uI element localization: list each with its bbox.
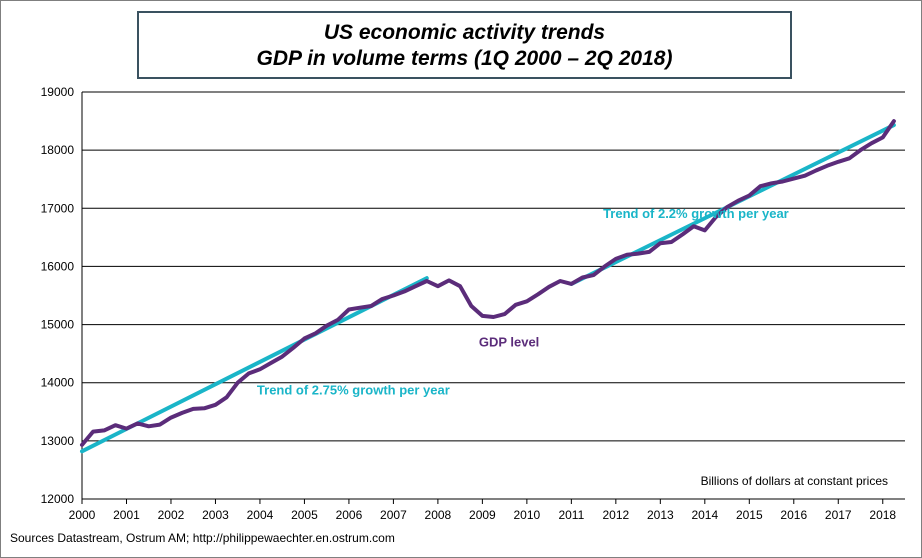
x-tick-label: 2012 (602, 508, 629, 522)
y-tick-label: 12000 (41, 492, 75, 506)
y-tick-label: 18000 (41, 143, 75, 157)
x-tick-label: 2008 (425, 508, 452, 522)
x-tick-label: 2016 (780, 508, 807, 522)
annotations: GDP level Trend of 2.75% growth per year T… (257, 206, 789, 397)
y-tick-label: 15000 (41, 318, 75, 332)
x-tick-label: 2007 (380, 508, 407, 522)
chart-title-line-2: GDP in volume terms (1Q 2000 – 2Q 2018) (256, 47, 673, 70)
source-note: Sources Datastream, Ostrum AM; http://ph… (10, 531, 395, 545)
annotation-label: GDP level (479, 335, 539, 350)
x-tick-label: 2009 (469, 508, 496, 522)
x-tick-label: 2014 (691, 508, 718, 522)
x-tick-label: 2013 (647, 508, 674, 522)
x-tick-label: 2015 (736, 508, 763, 522)
y-tick-label: 16000 (41, 259, 75, 273)
x-tick-label: 2018 (869, 508, 896, 522)
units-note: Billions of dollars at constant prices (701, 474, 888, 488)
x-tick-label: 2011 (558, 508, 584, 522)
y-tick-label: 14000 (41, 376, 75, 390)
series-line-0 (80, 119, 896, 447)
x-tick-label: 2017 (825, 508, 852, 522)
x-tick-label: 2004 (247, 508, 274, 522)
y-tick-label: 13000 (41, 434, 75, 448)
chart-title-line-1: US economic activity trends (323, 21, 606, 44)
x-tick-label: 2003 (202, 508, 229, 522)
x-tick-label: 2001 (113, 508, 140, 522)
y-tick-label: 17000 (41, 201, 75, 215)
x-tick-label: 2002 (158, 508, 185, 522)
y-tick-label: 19000 (41, 85, 75, 99)
series-lines (80, 119, 896, 454)
x-tick-label: 2006 (336, 508, 363, 522)
x-tick-label: 2010 (514, 508, 541, 522)
chart-title-box: US economic activity trends GDP in volum… (137, 11, 792, 79)
x-tick-label: 2000 (69, 508, 96, 522)
axes: 12000 13000 14000 15000 16000 17000 18000 19000… (41, 85, 905, 522)
annotation-label: Trend of 2.2% growth per year (603, 206, 789, 221)
annotation-label: Trend of 2.75% growth per year (257, 382, 450, 397)
x-tick-label: 2005 (291, 508, 318, 522)
